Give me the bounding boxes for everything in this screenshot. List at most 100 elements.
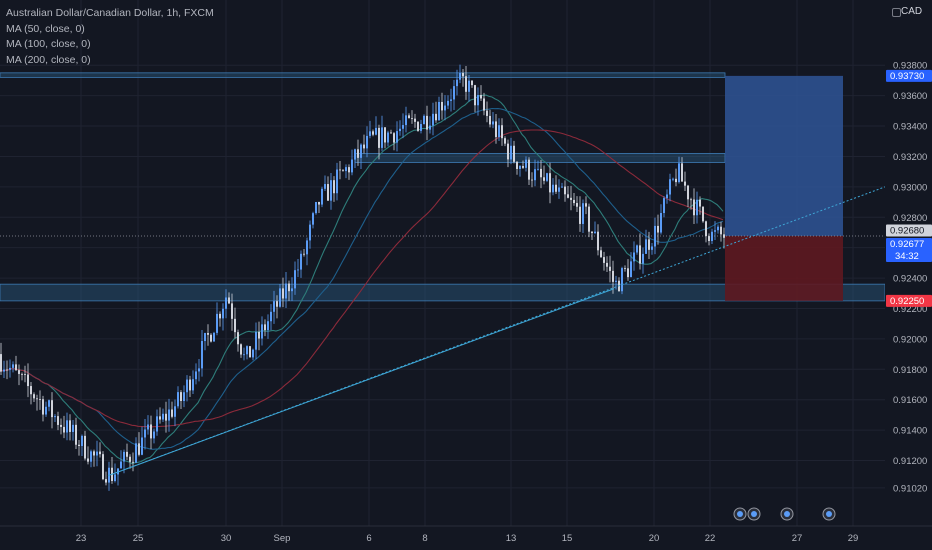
candle-body <box>537 168 539 170</box>
candle-body <box>228 297 230 304</box>
candle-body <box>303 253 305 255</box>
candle-body <box>60 424 62 427</box>
target-price-label: 0.93730 <box>890 71 924 82</box>
candle-body <box>462 73 464 77</box>
candle-body <box>378 127 380 148</box>
candle-body <box>426 115 428 130</box>
last_close-price-tag[interactable] <box>886 224 932 237</box>
candle-body <box>564 186 566 195</box>
candle-body <box>441 101 443 111</box>
candle-body <box>354 149 356 160</box>
candle-body <box>546 173 548 181</box>
candle-body <box>390 132 392 134</box>
candle-body <box>444 105 446 111</box>
candle-body <box>114 474 116 482</box>
candle-body <box>363 144 365 149</box>
stop-zone[interactable] <box>725 235 843 301</box>
ma100-legend[interactable]: MA (100, close, 0) <box>6 38 91 50</box>
candle-body <box>117 468 119 475</box>
countdown-label: 34:32 <box>895 251 919 262</box>
candle-body <box>285 283 287 299</box>
candle-body <box>384 127 386 143</box>
event-flag-dot <box>826 511 832 517</box>
candle-body <box>24 374 26 375</box>
candle-body <box>579 206 581 224</box>
candle-body <box>552 184 554 193</box>
ascending-trendline-solid[interactable] <box>107 288 615 477</box>
target-price-tag[interactable] <box>886 69 932 82</box>
candle-body <box>36 398 38 400</box>
time-tick-label: 13 <box>506 533 517 544</box>
candle-body <box>144 429 146 438</box>
candle-body <box>702 206 704 222</box>
trendline[interactable] <box>107 186 886 477</box>
candle-body <box>180 392 182 401</box>
time-tick-label: 8 <box>422 533 427 544</box>
candle-body <box>528 159 530 180</box>
candle-body <box>252 349 254 358</box>
candle-body <box>585 203 587 207</box>
candle-body <box>177 392 179 407</box>
candle-body <box>375 127 377 135</box>
candle-body <box>501 125 503 139</box>
stop-price-label: 0.92250 <box>890 296 924 307</box>
candle-body <box>417 121 419 131</box>
long-position-tool[interactable] <box>0 75 885 301</box>
candle-body <box>141 437 143 455</box>
candle-body <box>684 181 686 186</box>
candle-body <box>357 149 359 158</box>
candle-body <box>558 187 560 192</box>
ma50-legend[interactable]: MA (50, close, 0) <box>6 22 85 35</box>
candle-body <box>156 416 158 432</box>
time-tick-label: 22 <box>705 533 716 544</box>
current-price-tag[interactable] <box>886 237 932 262</box>
ma200-line <box>0 129 724 428</box>
price-tick-label: 0.91020 <box>893 483 927 494</box>
candle-body <box>27 374 29 387</box>
economic-events[interactable] <box>733 507 836 521</box>
target-zone[interactable] <box>725 75 843 236</box>
candle-body <box>42 399 44 415</box>
time-tick-label: 23 <box>76 533 87 544</box>
candle-body <box>18 370 20 374</box>
candle-body <box>450 99 452 101</box>
candle-body <box>471 80 473 86</box>
candle-body <box>495 121 497 138</box>
candle-body <box>555 184 557 192</box>
candle-body <box>453 86 455 100</box>
price-axis[interactable]: 0.91020 0.91200 0.91400 0.91600 0.91800 0.920… <box>885 0 932 526</box>
candle-body <box>492 121 494 125</box>
candle-body <box>615 280 617 282</box>
stop-price-tag[interactable] <box>886 294 932 307</box>
time-tick-label: 15 <box>562 533 573 544</box>
candle-body <box>621 268 623 292</box>
price-tick-label: 0.92400 <box>893 274 927 285</box>
candle-body <box>294 270 296 289</box>
price-tick-label: 0.93400 <box>893 122 927 133</box>
candle-body <box>486 110 488 116</box>
price-tick-label: 0.93000 <box>893 182 927 193</box>
candle-body <box>600 250 602 258</box>
ma200-legend[interactable]: MA (200, close, 0) <box>6 53 91 66</box>
candle-body <box>159 416 161 420</box>
candle-body <box>9 367 11 370</box>
candle-body <box>402 125 404 129</box>
moving-averages <box>0 94 724 465</box>
candle-body <box>318 201 320 205</box>
symbol-title[interactable]: Australian Dollar/Canadian Dollar, 1h, F… <box>6 7 214 19</box>
candle-body <box>360 144 362 158</box>
candle-body <box>51 400 53 418</box>
time-axis[interactable]: 23 25 30 Sep 6 8 13 15 20 22 27 29 <box>0 525 932 550</box>
candle-body <box>312 213 314 225</box>
candle-body <box>306 240 308 255</box>
lock-icon[interactable] <box>892 8 901 17</box>
candle-body <box>468 80 470 92</box>
candle-body <box>549 173 551 193</box>
event-flag-dot <box>784 511 790 517</box>
candle-body <box>186 379 188 393</box>
candle-body <box>447 100 449 106</box>
candle-body <box>246 346 248 355</box>
currency-label[interactable]: CAD <box>901 6 923 17</box>
candle-body <box>189 379 191 391</box>
